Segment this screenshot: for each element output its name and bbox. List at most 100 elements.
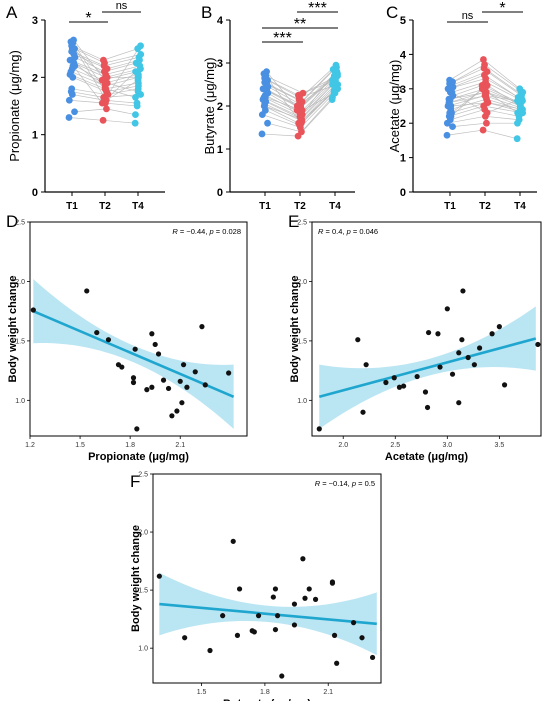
data-point (130, 379, 137, 386)
data-point (180, 362, 187, 368)
data-point-t2 (293, 102, 301, 110)
data-point (177, 378, 183, 384)
category-label: T2 (99, 201, 111, 212)
data-point (255, 613, 262, 619)
stat-text: , (342, 227, 346, 236)
panel-f: F 1.0 1.5 2.0 2.5 1.5 1.8 2.1 Butyrate (μg/mg) Bo… (130, 472, 382, 701)
data-point-t2 (479, 126, 487, 134)
data-point (435, 331, 441, 337)
x-tick-label: 1.8 (260, 689, 270, 696)
data-point (119, 364, 125, 370)
data-point (535, 341, 541, 348)
data-point-t4 (516, 85, 524, 93)
data-point-t1 (68, 85, 76, 93)
x-axis-label: Butyrate (μg/mg) (223, 698, 311, 701)
y-axis-label: Propionate (μg/mg) (7, 50, 22, 162)
data-point (476, 345, 483, 351)
category-label: T1 (259, 201, 271, 212)
data-point (496, 324, 502, 330)
data-point-t1 (261, 102, 268, 110)
data-point (192, 369, 198, 375)
y-tick-label: 1.0 (138, 646, 148, 653)
data-point (169, 413, 175, 419)
stat-value: 0.4 (332, 227, 342, 236)
data-point-t4 (134, 88, 142, 96)
panel-e: E 1.0 1.5 2.0 2.5 2.0 2.5 3.0 3.5 Acetate (μg/mg)… (288, 212, 542, 463)
y-axis-label: Butyrate (μg/mg) (202, 57, 217, 154)
y-tick-label: 1.5 (138, 588, 148, 595)
data-point-t2 (298, 106, 306, 114)
panel-letter: F (130, 472, 140, 491)
data-point (331, 632, 338, 638)
y-tick-label: 2 (400, 118, 406, 130)
data-point-t1 (263, 68, 270, 75)
data-point-t4 (514, 97, 521, 105)
regression-line (32, 309, 235, 398)
plot-frame (152, 473, 382, 684)
significance-label: * (85, 10, 91, 27)
y-tick-label: 2.5 (15, 220, 25, 227)
y-tick-label: 4 (217, 15, 224, 27)
category-label: T4 (132, 201, 144, 212)
data-point (302, 595, 308, 601)
regression-line (159, 602, 377, 626)
panel-letter: A (6, 3, 18, 22)
data-point (84, 288, 90, 294)
stat-text: , (348, 479, 352, 488)
data-point (134, 426, 140, 432)
data-point (94, 329, 100, 336)
data-point (165, 385, 172, 392)
data-point (105, 337, 112, 343)
data-point (471, 362, 477, 368)
category-label: T2 (479, 201, 491, 212)
significance-label: ** (294, 16, 306, 33)
data-point (182, 635, 188, 641)
x-tick-label: 1.5 (75, 442, 85, 449)
data-point (424, 404, 431, 411)
data-point (220, 613, 226, 619)
data-point (401, 383, 407, 389)
y-axis-label: Body weight change (7, 276, 19, 383)
panel-d: D 1.0 1.5 2.0 2.5 1.2 1.5 1.8 2.1 Propionate (μg/… (6, 212, 248, 463)
data-point (329, 580, 336, 586)
data-point (334, 660, 340, 666)
data-point (456, 350, 462, 356)
stat-text: = (214, 227, 223, 236)
plot-frame (311, 221, 542, 437)
data-point-t2 (483, 119, 490, 127)
stat-text: = (178, 227, 187, 236)
x-tick-label: 2.5 (390, 442, 400, 449)
data-point-t4 (134, 73, 142, 81)
data-point-t2 (481, 61, 488, 69)
data-point (184, 384, 190, 390)
x-axis-label: Acetate (μg/mg) (385, 451, 468, 463)
data-point (422, 389, 429, 395)
data-point-t4 (514, 109, 522, 117)
significance-label: *** (273, 30, 292, 47)
y-tick-label: 2.0 (138, 530, 148, 537)
data-point (272, 626, 279, 633)
regression-line (318, 337, 537, 399)
data-point (226, 370, 232, 376)
y-tick-label: 3 (217, 58, 223, 70)
data-point (369, 654, 376, 661)
x-tick-label: 1.2 (25, 442, 35, 449)
data-point (202, 382, 208, 388)
data-point-t1 (447, 112, 455, 120)
data-point (437, 364, 443, 370)
data-point-t4 (513, 135, 521, 143)
stat-text: , (205, 227, 209, 236)
data-point-t1 (449, 123, 456, 131)
data-point-t2 (98, 99, 106, 107)
data-point-t2 (483, 109, 491, 117)
data-point (489, 331, 495, 337)
data-point-t4 (329, 81, 336, 88)
data-point-t1 (446, 99, 453, 106)
stat-text: p (208, 227, 213, 236)
data-point-t4 (132, 68, 140, 75)
significance-label: * (499, 0, 505, 17)
category-label: T2 (294, 201, 306, 212)
data-point (174, 408, 180, 414)
